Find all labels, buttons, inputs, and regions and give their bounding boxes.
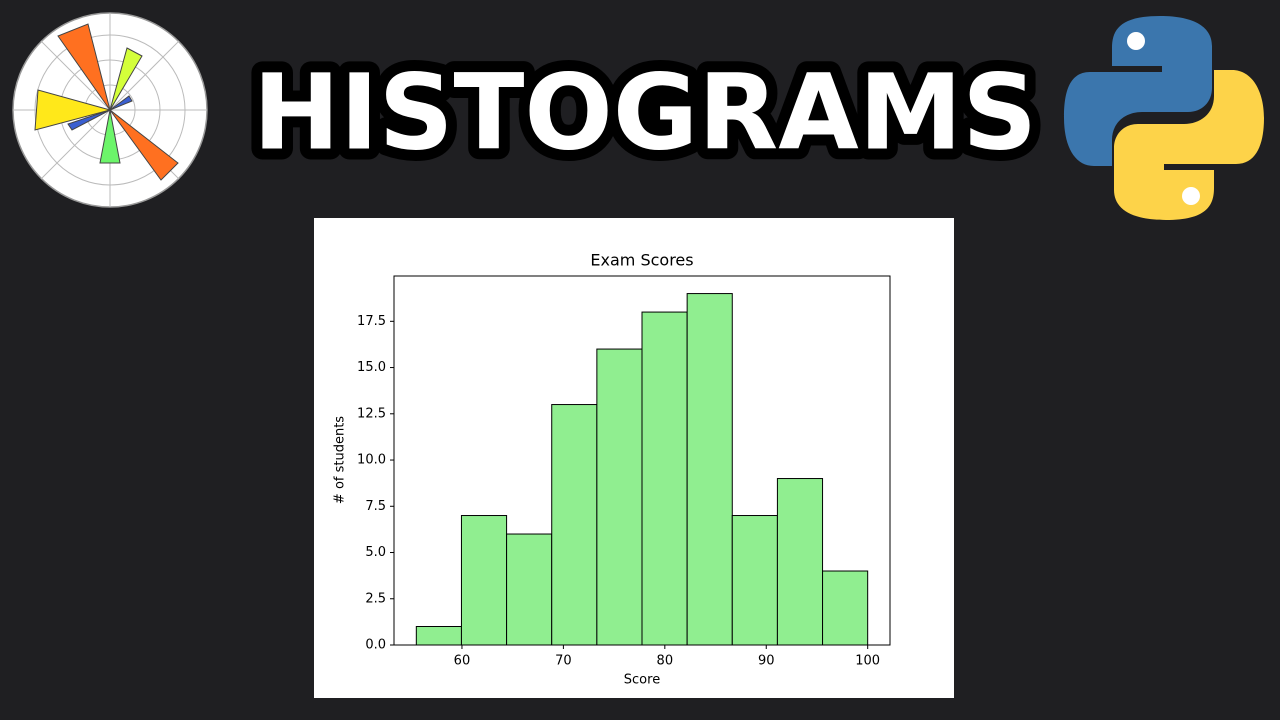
bar xyxy=(415,626,462,646)
x-tick-label: 90 xyxy=(758,654,775,669)
bar xyxy=(551,404,598,646)
bar xyxy=(686,293,733,646)
y-tick-label: 2.5 xyxy=(365,591,386,606)
x-tick-label: 70 xyxy=(555,654,572,669)
matplotlib-logo xyxy=(12,12,208,208)
bar xyxy=(506,533,553,646)
chart-title: Exam Scores xyxy=(590,251,693,270)
x-tick-label: 60 xyxy=(454,654,471,669)
bar xyxy=(641,311,688,646)
x-axis-label: Score xyxy=(624,673,660,688)
y-tick-label: 5.0 xyxy=(365,545,386,560)
y-tick-label: 0.0 xyxy=(365,638,386,653)
y-tick-label: 10.0 xyxy=(357,453,386,468)
x-tick-label: 100 xyxy=(855,654,880,669)
bar xyxy=(460,515,508,646)
y-tick-label: 17.5 xyxy=(357,314,386,329)
heading: HISTOGRAMS xyxy=(253,51,1037,173)
x-tick-label: 80 xyxy=(657,654,674,669)
bar xyxy=(822,570,869,646)
bar xyxy=(731,515,778,646)
bar xyxy=(596,348,643,646)
python-logo xyxy=(1064,16,1264,220)
y-tick-label: 7.5 xyxy=(365,499,386,514)
bar xyxy=(776,478,824,646)
y-tick-label: 12.5 xyxy=(357,406,386,421)
y-tick-label: 15.0 xyxy=(357,360,386,375)
y-axis-label: # of students xyxy=(333,416,348,504)
